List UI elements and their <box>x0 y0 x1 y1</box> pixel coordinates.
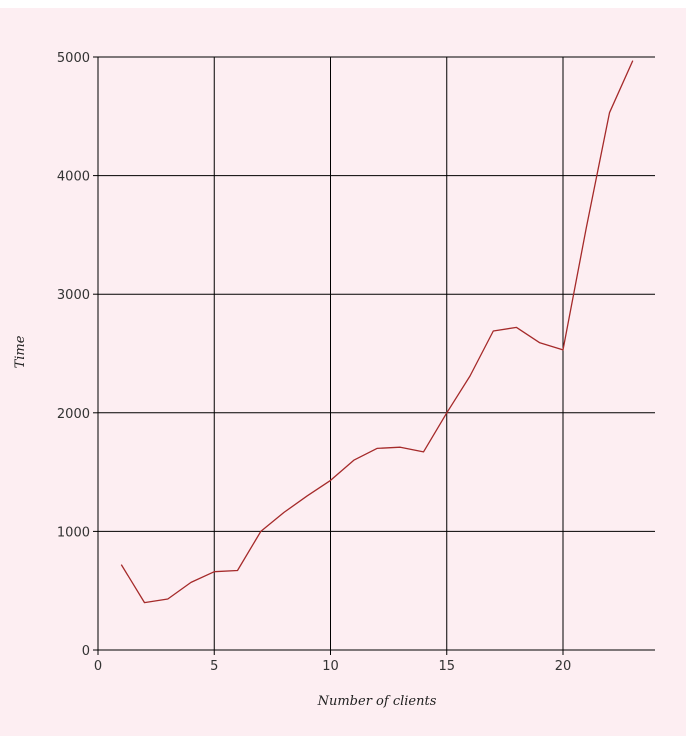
axes <box>97 57 655 651</box>
x-tick-label: 0 <box>94 659 102 674</box>
x-tick-label: 5 <box>210 659 218 674</box>
data-point <box>144 602 146 604</box>
y-axis-title: Time <box>13 335 28 368</box>
grid <box>98 56 655 650</box>
x-tick-label: 10 <box>322 659 339 674</box>
y-tick-label: 5000 <box>57 51 90 66</box>
y-tick-label: 0 <box>82 644 90 659</box>
data-point <box>237 570 239 572</box>
data-point <box>446 412 448 414</box>
data-point <box>167 598 169 600</box>
data-point <box>469 375 471 377</box>
x-axis-title: Number of clients <box>317 694 437 709</box>
data-point <box>330 480 332 482</box>
x-tick-label: 20 <box>555 659 572 674</box>
data-point <box>260 531 262 533</box>
data-point <box>306 495 308 497</box>
tick-labels: 0 1000 2000 3000 4000 5000 0 5 10 15 20 <box>57 51 571 674</box>
y-tick-label: 2000 <box>57 407 90 422</box>
y-tick-label: 1000 <box>57 525 90 540</box>
data-point <box>423 451 425 453</box>
data-point <box>190 582 192 584</box>
data-point <box>283 512 285 514</box>
data-point <box>609 112 611 114</box>
data-point <box>399 446 401 448</box>
data-point <box>213 571 215 573</box>
y-tick-label: 3000 <box>57 288 90 303</box>
y-tick-label: 4000 <box>57 170 90 185</box>
data-point <box>120 564 122 566</box>
series-line <box>120 60 634 604</box>
data-point <box>376 448 378 450</box>
data-point <box>516 327 518 329</box>
chart-panel <box>0 8 686 736</box>
series <box>120 60 634 604</box>
data-point <box>492 330 494 332</box>
data-point <box>562 349 564 351</box>
x-tick-label: 15 <box>438 659 455 674</box>
data-point <box>353 459 355 461</box>
data-point <box>539 342 541 344</box>
data-point <box>632 60 634 62</box>
data-point <box>585 227 587 229</box>
